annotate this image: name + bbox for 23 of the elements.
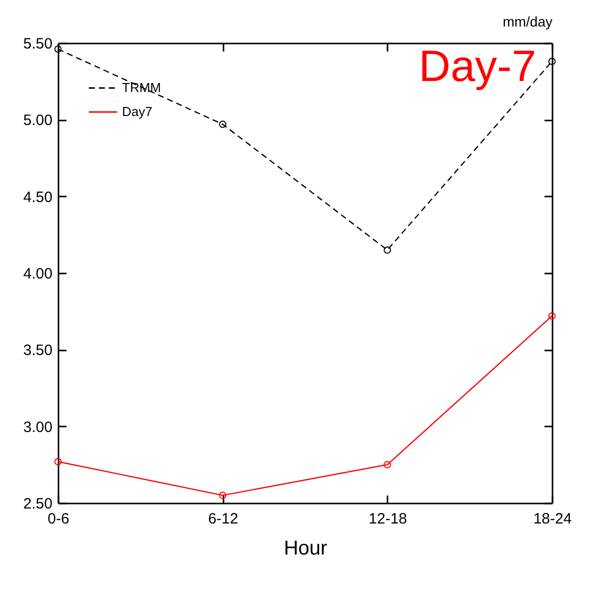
x-tick-label: 18-24 xyxy=(533,510,572,528)
x-tick-label: 6-12 xyxy=(208,510,238,528)
chart-title: Day-7 xyxy=(418,42,536,91)
y-tick-label: 2.50 xyxy=(23,496,52,512)
legend-label: TRMM xyxy=(122,80,161,95)
y-tick-label: 5.50 xyxy=(23,36,52,52)
y-tick-label: 3.50 xyxy=(23,342,52,360)
point xyxy=(384,461,391,468)
point xyxy=(54,458,62,466)
point xyxy=(219,492,226,499)
point xyxy=(548,312,556,320)
point xyxy=(384,246,391,254)
point xyxy=(548,58,556,66)
x-tick-label: 0-6 xyxy=(48,510,70,528)
x-axis-title: Hour xyxy=(284,538,328,560)
y-tick-label: 4.00 xyxy=(23,266,52,282)
y-tick-label: 5.00 xyxy=(23,112,52,130)
x-tick-label: 12-18 xyxy=(368,510,408,528)
y-axis-title: mm/day xyxy=(502,14,552,30)
y-tick-label: 4.50 xyxy=(23,188,52,206)
y-tick-label: 3.00 xyxy=(23,418,52,436)
point xyxy=(219,120,226,128)
legend-label: Day7 xyxy=(122,104,152,119)
